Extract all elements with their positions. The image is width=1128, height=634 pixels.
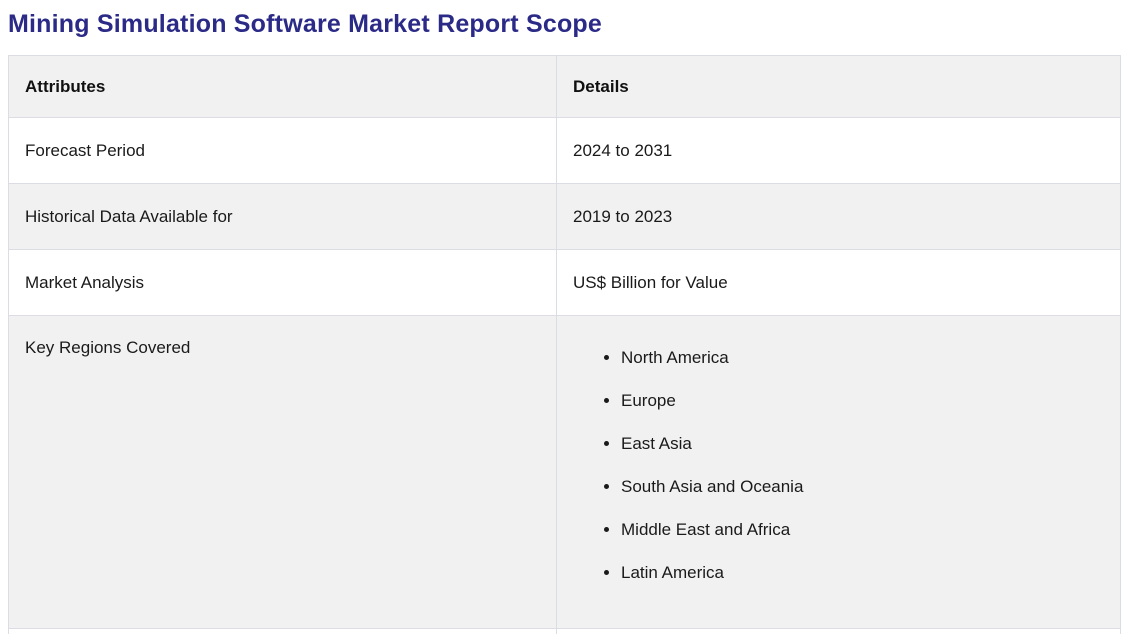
table-row-market-analysis: Market Analysis US$ Billion for Value [8,249,1121,316]
attribute-cell-key-regions: Key Regions Covered [8,315,557,629]
detail-cell-forecast-period: 2024 to 2031 [556,117,1121,184]
list-item-region: East Asia [621,432,1104,455]
table-header-row: Attributes Details [8,55,1121,118]
table-row-forecast-period: Forecast Period 2024 to 2031 [8,117,1121,184]
column-header-details: Details [556,55,1121,118]
column-header-attributes: Attributes [8,55,557,118]
table-row-historical-data: Historical Data Available for 2019 to 20… [8,183,1121,250]
list-item-region: Middle East and Africa [621,518,1104,541]
detail-cell-key-regions: North America Europe East Asia South Asi… [556,315,1121,629]
key-regions-list: North America Europe East Asia South Asi… [573,346,1104,584]
list-item-region: Latin America [621,561,1104,584]
attribute-cell-market-analysis: Market Analysis [8,249,557,316]
attribute-cell-cutoff [8,628,557,634]
attribute-cell-historical-data: Historical Data Available for [8,183,557,250]
attribute-cell-forecast-period: Forecast Period [8,117,557,184]
detail-cell-historical-data: 2019 to 2023 [556,183,1121,250]
list-item-region: North America [621,346,1104,369]
list-item-region: Europe [621,389,1104,412]
list-item-region: South Asia and Oceania [621,475,1104,498]
detail-cell-cutoff [556,628,1121,634]
detail-cell-market-analysis: US$ Billion for Value [556,249,1121,316]
table-row-key-regions: Key Regions Covered North America Europe… [8,315,1121,629]
table-row-cutoff-stub [8,628,1121,634]
report-scope-table: Attributes Details Forecast Period 2024 … [8,55,1121,634]
page-title: Mining Simulation Software Market Report… [8,10,602,38]
